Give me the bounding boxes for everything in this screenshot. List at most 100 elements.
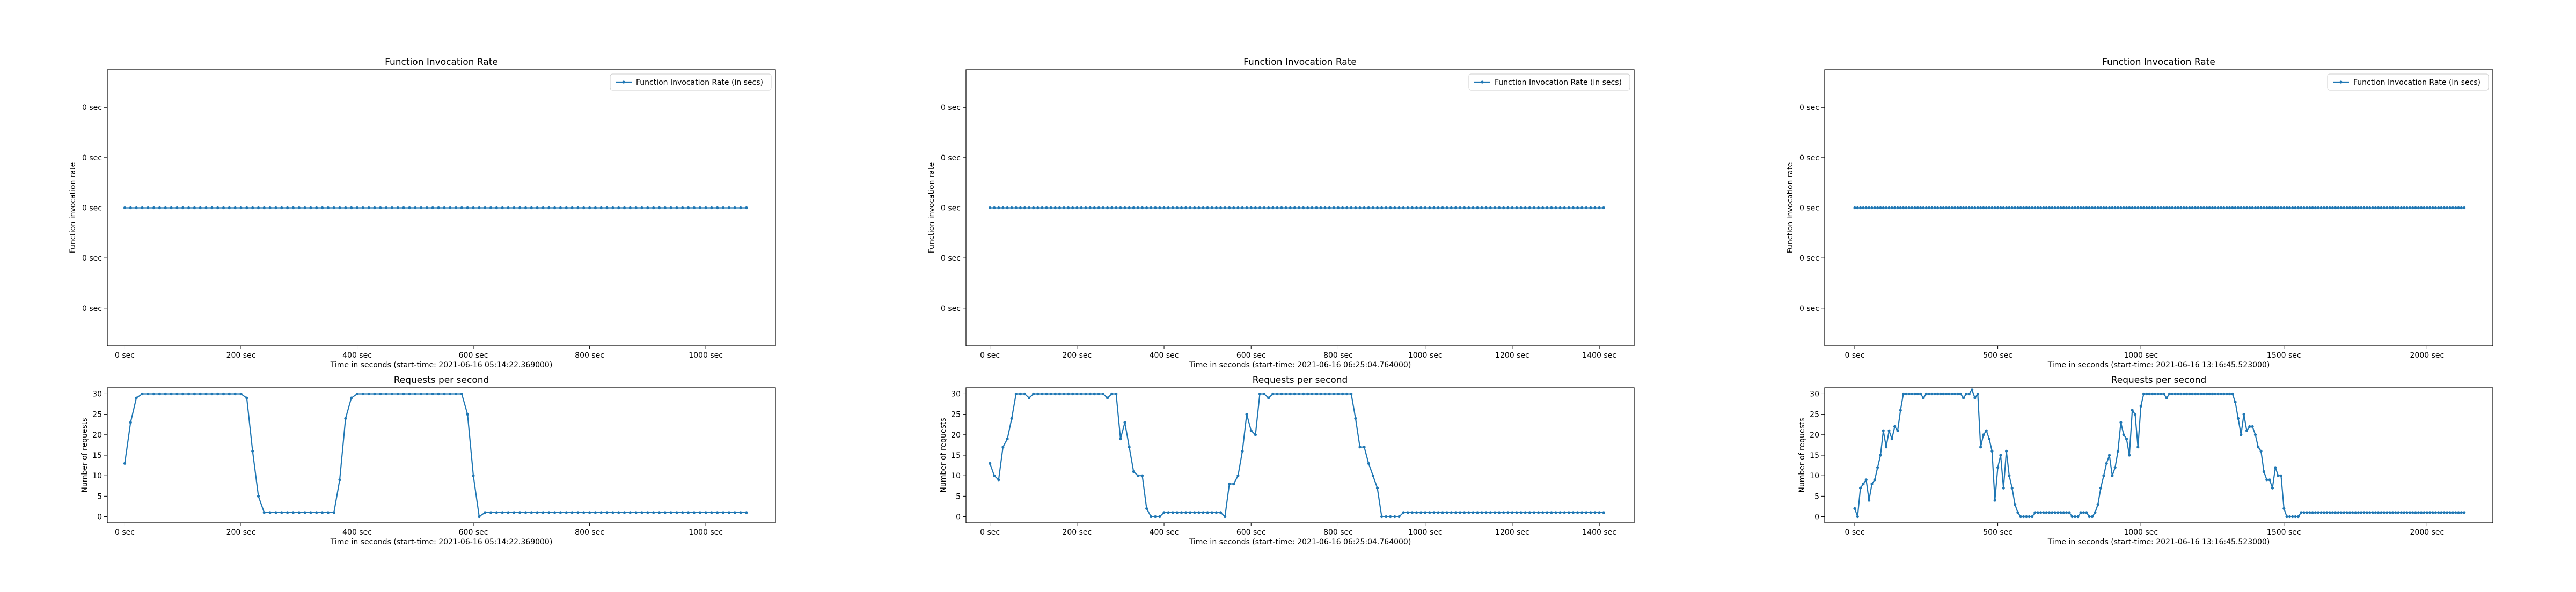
data-point — [2428, 206, 2432, 210]
x-tick-label: 1500 sec — [2267, 528, 2301, 537]
data-point — [2148, 206, 2151, 210]
data-point — [1241, 449, 1244, 453]
data-point — [1546, 206, 1549, 210]
data-point — [2440, 511, 2443, 514]
data-point — [1319, 206, 1322, 210]
legend-label: Function Invocation Rate (in secs) — [2353, 78, 2480, 87]
data-point — [489, 206, 493, 210]
data-point — [2446, 511, 2449, 514]
data-point — [2156, 392, 2160, 396]
data-point — [2139, 404, 2142, 408]
data-point — [1267, 396, 1270, 399]
data-point — [2319, 206, 2323, 210]
data-point — [2245, 429, 2249, 432]
data-point — [2070, 206, 2074, 210]
data-point — [2437, 511, 2440, 514]
data-point — [1367, 206, 1370, 210]
data-point — [129, 206, 132, 210]
data-point — [2136, 446, 2140, 449]
x-tick-label: 1200 sec — [1495, 528, 1529, 537]
data-point — [2179, 206, 2183, 210]
data-point — [1171, 511, 1174, 514]
x-tick-label: 600 sec — [1236, 528, 1266, 537]
data-point — [2205, 392, 2208, 396]
data-point — [1406, 206, 1409, 210]
data-point — [1006, 206, 1009, 210]
y-tick-label: 0 sec — [82, 103, 102, 112]
data-point — [2079, 206, 2082, 210]
data-point — [2411, 206, 2414, 210]
data-point — [2070, 515, 2074, 519]
data-point — [594, 511, 597, 514]
data-point — [408, 206, 411, 210]
data-point — [646, 206, 649, 210]
data-point — [576, 206, 580, 210]
data-point — [1911, 206, 1914, 210]
data-point — [2182, 206, 2185, 210]
data-point — [1254, 206, 1257, 210]
data-point — [547, 206, 551, 210]
data-point — [2010, 206, 2014, 210]
data-point — [1506, 206, 1510, 210]
data-point — [652, 511, 655, 514]
data-point — [309, 511, 312, 514]
chart-p3-req: Requests per second 0 sec 500 sec 1000 sec 1… — [1798, 375, 2493, 546]
data-point — [1905, 206, 1908, 210]
data-point — [1856, 206, 1859, 210]
data-point — [663, 511, 667, 514]
data-point — [291, 511, 295, 514]
data-point — [1115, 206, 1118, 210]
y-tick-label: 30 — [1810, 390, 1819, 398]
y-tick-label: 0 sec — [941, 254, 961, 263]
data-point — [1088, 392, 1092, 396]
data-point — [1289, 206, 1292, 210]
data-point — [524, 206, 528, 210]
data-point — [2008, 206, 2011, 210]
data-point — [1306, 392, 1309, 396]
data-point — [2334, 511, 2337, 514]
data-point — [1328, 206, 1331, 210]
data-point — [164, 206, 167, 210]
data-point — [1001, 206, 1005, 210]
data-point — [1184, 206, 1188, 210]
data-point — [2219, 206, 2223, 210]
data-point — [1576, 511, 1579, 514]
data-point — [2125, 437, 2128, 441]
data-point — [2171, 206, 2174, 210]
data-point — [1870, 206, 1874, 210]
y-tick-label: 0 sec — [941, 204, 961, 213]
data-point — [315, 511, 318, 514]
data-point — [1224, 206, 1227, 210]
data-point — [1541, 511, 1545, 514]
data-point — [1293, 206, 1296, 210]
data-point — [1415, 206, 1418, 210]
data-point — [2176, 392, 2180, 396]
data-point — [1075, 392, 1079, 396]
data-point — [233, 206, 237, 210]
data-point — [2354, 206, 2357, 210]
data-point — [2036, 511, 2039, 514]
data-point — [425, 206, 429, 210]
data-point — [2162, 392, 2165, 396]
data-point — [2119, 206, 2123, 210]
data-point — [2300, 206, 2303, 210]
data-point — [1853, 507, 1856, 510]
y-tick-label: 0 sec — [82, 305, 102, 313]
data-point — [1154, 515, 1157, 519]
data-point — [710, 206, 713, 210]
x-tick-label: 800 sec — [1323, 528, 1353, 537]
data-point — [1345, 206, 1349, 210]
data-point — [2268, 478, 2271, 482]
x-tick-label: 2000 sec — [2410, 351, 2445, 360]
data-point — [1284, 206, 1287, 210]
x-tick-label: 0 sec — [115, 528, 135, 537]
data-point — [2277, 474, 2280, 477]
data-point — [396, 206, 399, 210]
data-point — [2274, 206, 2277, 210]
data-point — [2131, 206, 2134, 210]
data-point — [257, 206, 260, 210]
data-point — [1158, 206, 1161, 210]
data-point — [993, 474, 996, 477]
data-point — [297, 511, 301, 514]
data-point — [1593, 206, 1597, 210]
